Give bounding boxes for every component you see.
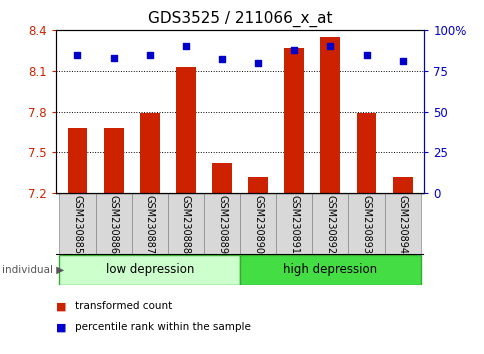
Bar bbox=[67, 128, 87, 193]
Bar bbox=[384, 193, 420, 255]
Bar bbox=[356, 113, 376, 193]
Bar bbox=[176, 67, 196, 193]
Bar bbox=[392, 177, 412, 193]
Bar bbox=[95, 193, 131, 255]
Text: GSM230892: GSM230892 bbox=[325, 195, 335, 254]
Text: individual ▶: individual ▶ bbox=[2, 265, 64, 275]
Text: GSM230887: GSM230887 bbox=[144, 195, 154, 254]
Point bbox=[146, 52, 153, 57]
Point bbox=[362, 52, 370, 57]
Text: ■: ■ bbox=[56, 322, 66, 332]
Point bbox=[254, 60, 261, 65]
Bar bbox=[212, 163, 231, 193]
Text: GSM230894: GSM230894 bbox=[397, 195, 407, 254]
Bar bbox=[59, 255, 240, 285]
Text: GSM230893: GSM230893 bbox=[361, 195, 371, 254]
Bar bbox=[139, 113, 159, 193]
Text: GSM230886: GSM230886 bbox=[108, 195, 119, 254]
Point bbox=[326, 44, 333, 49]
Bar bbox=[104, 128, 123, 193]
Bar bbox=[59, 193, 95, 255]
Text: ■: ■ bbox=[56, 301, 66, 311]
Point bbox=[290, 47, 298, 52]
Text: GSM230890: GSM230890 bbox=[253, 195, 263, 254]
Text: GSM230885: GSM230885 bbox=[72, 195, 82, 254]
Bar bbox=[276, 193, 312, 255]
Bar bbox=[284, 48, 303, 193]
Bar bbox=[348, 193, 384, 255]
Bar bbox=[312, 193, 348, 255]
Bar bbox=[203, 193, 240, 255]
Text: transformed count: transformed count bbox=[75, 301, 172, 311]
Title: GDS3525 / 211066_x_at: GDS3525 / 211066_x_at bbox=[148, 11, 332, 27]
Bar bbox=[167, 193, 203, 255]
Text: percentile rank within the sample: percentile rank within the sample bbox=[75, 322, 251, 332]
Bar bbox=[320, 37, 340, 193]
Bar bbox=[240, 255, 420, 285]
Point bbox=[182, 44, 189, 49]
Bar bbox=[240, 193, 276, 255]
Point bbox=[398, 58, 406, 64]
Bar bbox=[131, 193, 167, 255]
Bar bbox=[248, 177, 268, 193]
Point bbox=[109, 55, 117, 61]
Text: GSM230889: GSM230889 bbox=[216, 195, 227, 254]
Text: GSM230891: GSM230891 bbox=[288, 195, 299, 254]
Point bbox=[218, 57, 226, 62]
Text: high depression: high depression bbox=[283, 263, 377, 276]
Text: GSM230888: GSM230888 bbox=[181, 195, 191, 254]
Text: low depression: low depression bbox=[106, 263, 194, 276]
Point bbox=[74, 52, 81, 57]
